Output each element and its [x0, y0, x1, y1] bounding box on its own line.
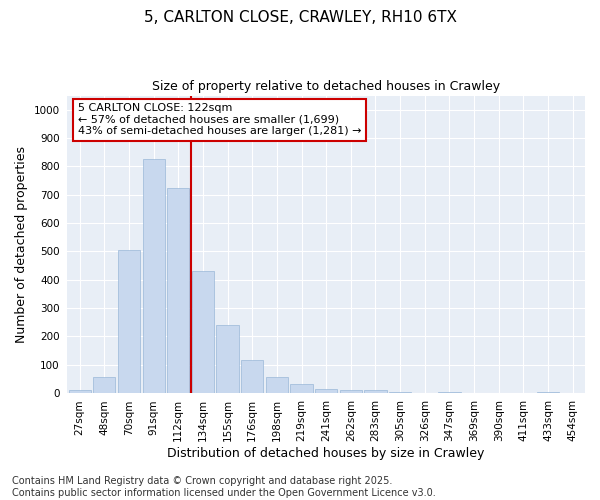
- X-axis label: Distribution of detached houses by size in Crawley: Distribution of detached houses by size …: [167, 447, 485, 460]
- Bar: [192, 271, 214, 393]
- Bar: [389, 392, 411, 393]
- Bar: [118, 250, 140, 393]
- Bar: [93, 378, 115, 393]
- Bar: [290, 384, 313, 393]
- Y-axis label: Number of detached properties: Number of detached properties: [15, 146, 28, 343]
- Text: Contains HM Land Registry data © Crown copyright and database right 2025.
Contai: Contains HM Land Registry data © Crown c…: [12, 476, 436, 498]
- Bar: [241, 360, 263, 393]
- Bar: [217, 325, 239, 393]
- Bar: [68, 390, 91, 393]
- Title: Size of property relative to detached houses in Crawley: Size of property relative to detached ho…: [152, 80, 500, 93]
- Bar: [143, 160, 164, 393]
- Bar: [315, 389, 337, 393]
- Bar: [340, 390, 362, 393]
- Bar: [439, 392, 461, 393]
- Bar: [167, 188, 190, 393]
- Bar: [537, 392, 559, 393]
- Text: 5 CARLTON CLOSE: 122sqm
← 57% of detached houses are smaller (1,699)
43% of semi: 5 CARLTON CLOSE: 122sqm ← 57% of detache…: [77, 103, 361, 136]
- Bar: [266, 377, 288, 393]
- Text: 5, CARLTON CLOSE, CRAWLEY, RH10 6TX: 5, CARLTON CLOSE, CRAWLEY, RH10 6TX: [143, 10, 457, 25]
- Bar: [364, 390, 386, 393]
